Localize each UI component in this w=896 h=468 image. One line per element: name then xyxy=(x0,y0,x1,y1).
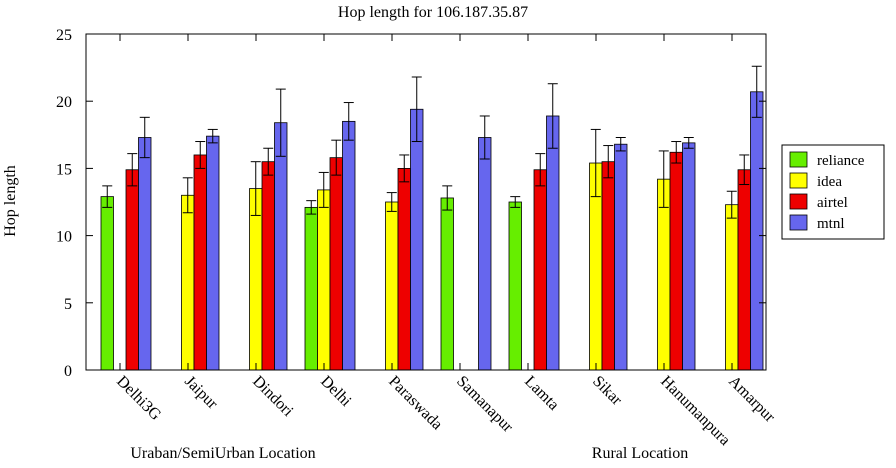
bar-airtel-hanumanpura xyxy=(669,151,683,371)
legend-swatch-reliance xyxy=(789,151,808,168)
chart-title: Hop length for 106.187.35.87 xyxy=(338,4,528,21)
bars-layer xyxy=(100,91,764,371)
y-tick-label: 20 xyxy=(56,94,72,111)
bar-mtnl-hanumanpura xyxy=(682,142,696,371)
bar-idea-paraswada xyxy=(385,201,399,371)
bar-idea-jaipur xyxy=(181,194,195,371)
y-tick-label: 15 xyxy=(56,161,72,178)
group-label-rural: Rural Location xyxy=(592,445,688,462)
bar-airtel-sikar xyxy=(601,161,615,371)
legend-swatch-idea xyxy=(789,172,808,189)
x-tick-labels: Delhi3G Jaipur Dindori Delhi Paraswada Samana… xyxy=(113,373,778,449)
x-tick-label-delhi: Delhi xyxy=(317,373,355,411)
bar-airtel-paraswada xyxy=(397,167,411,371)
x-tick-label-sikar: Sikar xyxy=(589,373,625,409)
bar-airtel-dindori xyxy=(261,161,275,371)
bar-mtnl-delhi xyxy=(342,120,356,371)
bar-mtnl-delhi3g xyxy=(138,137,152,371)
bar-airtel-amarpur xyxy=(737,169,751,371)
x-tick-label-jaipur: Jaipur xyxy=(181,373,221,413)
group-label-urban: Uraban/SemiUrban Location xyxy=(130,445,315,462)
bar-airtel-delhi xyxy=(329,157,343,371)
x-tick-label-paraswada: Paraswada xyxy=(385,373,445,433)
plot-frame xyxy=(85,33,767,371)
bar-reliance-delhi3g xyxy=(100,196,114,371)
x-tick-label-dindori: Dindori xyxy=(249,373,297,421)
bar-mtnl-samanapur xyxy=(478,137,492,371)
y-axis-label: Hop length xyxy=(2,165,19,237)
bar-reliance-samanapur xyxy=(440,197,454,371)
bar-airtel-delhi3g xyxy=(125,169,139,371)
legend-label-idea: idea xyxy=(817,174,842,190)
axes-layer: 0 5 10 15 20 25 xyxy=(56,27,766,380)
legend-label-reliance: reliance xyxy=(817,153,865,169)
bar-reliance-delhi xyxy=(304,206,318,371)
x-tick-label-delhi3g: Delhi3G xyxy=(113,373,164,424)
legend-label-mtnl: mtnl xyxy=(817,216,845,232)
legend-swatch-airtel xyxy=(789,193,808,210)
legend-label-airtel: airtel xyxy=(817,195,848,211)
y-tick-label: 0 xyxy=(64,363,72,380)
bar-reliance-lamta xyxy=(508,201,522,371)
bar-idea-amarpur xyxy=(725,204,739,371)
bar-airtel-jaipur xyxy=(193,154,207,371)
y-tick-label: 10 xyxy=(56,229,72,246)
x-tick-label-hanumanpura: Hanumanpura xyxy=(657,373,733,449)
bar-mtnl-jaipur xyxy=(206,135,220,371)
y-tick-label: 5 xyxy=(64,296,72,313)
bar-airtel-lamta xyxy=(533,169,547,371)
error-bars-layer xyxy=(102,65,762,219)
bar-mtnl-dindori xyxy=(274,122,288,371)
bar-mtnl-paraswada xyxy=(410,108,424,371)
legend-swatch-mtnl xyxy=(789,214,808,231)
x-tick-label-amarpur: Amarpur xyxy=(725,373,778,426)
bar-mtnl-amarpur xyxy=(750,91,764,371)
bar-mtnl-sikar xyxy=(614,143,628,371)
y-tick-label: 25 xyxy=(56,27,72,44)
legend: reliance idea airtel mtnl xyxy=(781,144,885,240)
x-tick-label-lamta: Lamta xyxy=(521,373,562,414)
bar-mtnl-lamta xyxy=(546,115,560,371)
x-tick-label-samanapur: Samanapur xyxy=(453,373,516,436)
bar-idea-delhi xyxy=(317,189,331,371)
